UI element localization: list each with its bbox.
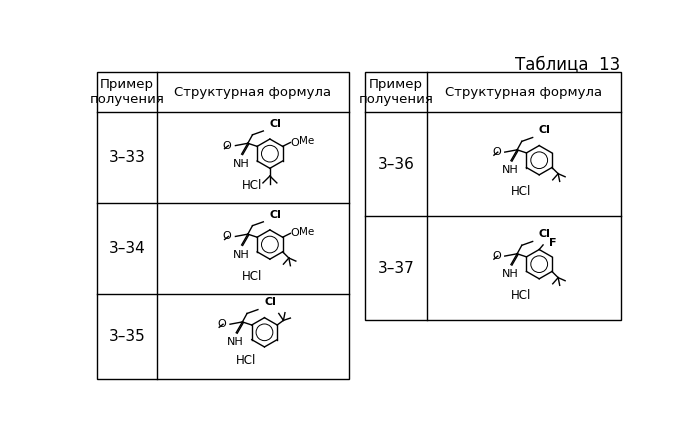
- Text: Cl: Cl: [270, 119, 282, 128]
- Text: O: O: [290, 138, 299, 147]
- Text: Me: Me: [299, 227, 314, 237]
- Text: 3–37: 3–37: [377, 260, 415, 275]
- Text: HCl: HCl: [511, 185, 531, 198]
- Text: F: F: [549, 238, 556, 248]
- Text: Cl: Cl: [264, 297, 276, 307]
- Text: Пример
получения: Пример получения: [359, 78, 433, 106]
- Text: 3–35: 3–35: [108, 329, 145, 344]
- Text: Структурная формула: Структурная формула: [445, 85, 603, 99]
- Text: Cl: Cl: [270, 209, 282, 220]
- Text: HCl: HCl: [511, 289, 531, 302]
- Text: O: O: [492, 251, 501, 261]
- Text: 3–34: 3–34: [108, 241, 145, 256]
- Text: O: O: [223, 231, 231, 242]
- Bar: [365, 72, 621, 320]
- Text: NH: NH: [233, 159, 250, 169]
- Text: O: O: [217, 319, 226, 329]
- Text: O: O: [290, 228, 299, 238]
- Text: NH: NH: [227, 337, 244, 347]
- Text: O: O: [492, 147, 501, 157]
- Text: NH: NH: [502, 269, 519, 279]
- Text: Cl: Cl: [539, 125, 551, 135]
- Text: HCl: HCl: [236, 354, 257, 367]
- Text: Cl: Cl: [539, 229, 551, 239]
- Text: NH: NH: [233, 249, 250, 260]
- Text: Таблица  13: Таблица 13: [515, 55, 621, 73]
- Text: Пример
получения: Пример получения: [89, 78, 164, 106]
- Text: HCl: HCl: [242, 179, 262, 192]
- Text: 3–33: 3–33: [108, 150, 145, 165]
- Text: HCl: HCl: [242, 270, 262, 282]
- Text: Структурная формула: Структурная формула: [174, 85, 331, 99]
- Text: O: O: [223, 141, 231, 150]
- Text: 3–36: 3–36: [377, 157, 415, 172]
- Text: Me: Me: [299, 136, 314, 146]
- Bar: [96, 72, 349, 378]
- Text: NH: NH: [502, 165, 519, 175]
